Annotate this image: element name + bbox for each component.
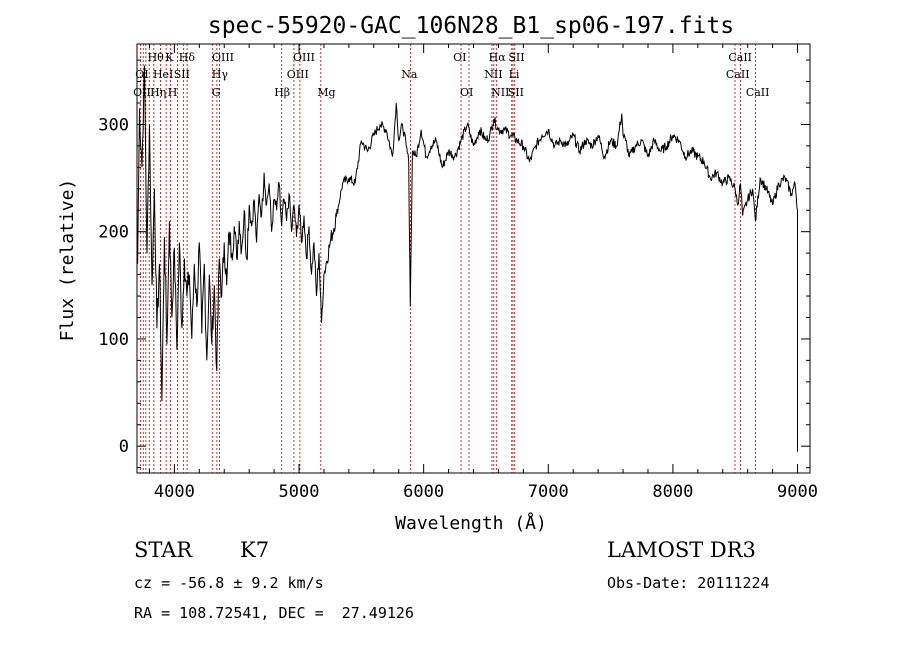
x-tick-label: 4000: [154, 482, 195, 502]
line-id-label: NII: [484, 68, 502, 81]
y-tick-label: 300: [98, 115, 129, 135]
x-tick-label: 9000: [777, 482, 818, 502]
y-tick-label: 100: [98, 330, 129, 350]
redshift-cz: cz = -56.8 ± 9.2 km/s: [134, 574, 324, 592]
spectrum-line: [137, 65, 798, 452]
line-id-label: OIII: [287, 68, 309, 81]
line-id-label: CaII: [728, 51, 752, 64]
y-axis-label: Flux (relative): [57, 179, 78, 342]
x-axis-label: Wavelength (Å): [395, 512, 547, 534]
survey-name: LAMOST DR3: [607, 538, 756, 562]
line-id-label: OI: [460, 86, 473, 99]
line-id-label: OII: [133, 86, 151, 99]
line-id-label: NII: [491, 86, 509, 99]
x-tick-label: 7000: [528, 482, 569, 502]
chart-title: spec-55920-GAC_106N28_B1_sp06-197.fits: [208, 13, 734, 39]
line-id-label: Hθ: [148, 51, 165, 64]
observation-date: Obs-Date: 20111224: [607, 574, 770, 592]
line-id-label: HeI: [153, 68, 173, 81]
line-id-label: Hβ: [274, 86, 290, 99]
line-id-label: H: [168, 86, 178, 99]
line-id-label: OI: [135, 68, 148, 81]
line-id-label: Hα: [489, 51, 507, 64]
line-id-label: CaII: [746, 86, 770, 99]
object-subclass: K7: [240, 538, 270, 562]
line-id-label: Na: [401, 68, 418, 81]
x-tick-label: 6000: [403, 482, 444, 502]
x-tick-label: 8000: [652, 482, 693, 502]
line-id-label: Hγ: [212, 68, 229, 81]
line-id-label: SII: [508, 86, 524, 99]
line-id-label: Li: [509, 68, 520, 81]
line-id-label: Mg: [317, 86, 335, 99]
line-id-label: OI: [453, 51, 466, 64]
line-id-label: SII: [174, 68, 190, 81]
line-id-label: G: [212, 86, 221, 99]
line-id-label: SII: [508, 51, 524, 64]
y-tick-label: 200: [98, 223, 129, 243]
line-id-label: OIII: [212, 51, 234, 64]
line-id-label: CaII: [726, 68, 750, 81]
x-tick-label: 5000: [279, 482, 320, 502]
plot-frame: [136, 43, 811, 474]
ra-dec-coordinates: RA = 108.72541, DEC = 27.49126: [134, 604, 414, 622]
object-class: STAR: [134, 538, 193, 562]
line-id-label: K: [165, 51, 174, 64]
y-tick-label: 0: [119, 437, 129, 457]
line-id-label: Hδ: [179, 51, 196, 64]
line-id-label: OIII: [293, 51, 315, 64]
line-id-label: Hη: [150, 86, 166, 99]
